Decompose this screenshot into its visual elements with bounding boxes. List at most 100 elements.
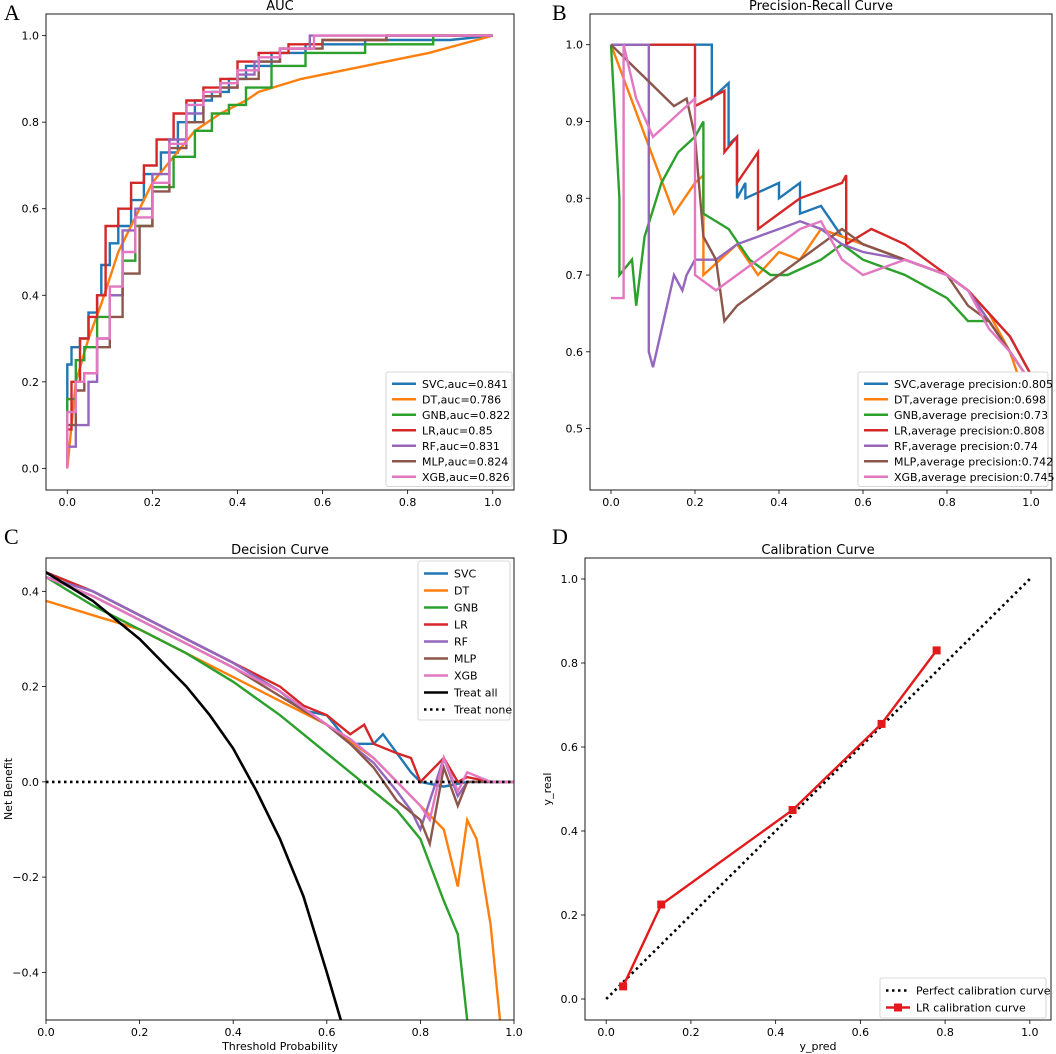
- panel-decision-curve: Decision Curve 0.0 0.2 0.4 0.6 0.8 1.0 −0.4 −0.2…: [2, 543, 523, 1053]
- legend-entry-mlp: MLP: [454, 653, 477, 666]
- y-tick-label: 0.6: [561, 741, 579, 754]
- x-tick-label: 0.6: [852, 1026, 870, 1039]
- legend-entry-lr: LR,average precision:0.808: [894, 424, 1045, 437]
- legend-entry-dt: DT,average precision:0.698: [894, 393, 1046, 406]
- x-tick-label: 0.2: [131, 1026, 149, 1039]
- x-tick-label: 1.0: [1022, 496, 1040, 509]
- x-tick-label: 0.2: [144, 496, 162, 509]
- y-axis-label: y_real: [541, 773, 554, 806]
- x-tick-label: 1.0: [484, 496, 502, 509]
- legend-entry-gnb: GNB,auc=0.822: [422, 409, 510, 422]
- panel-letter-c: C: [4, 524, 19, 549]
- legend-entry-rf: RF: [454, 636, 468, 649]
- series-line-xgb: [611, 44, 1032, 384]
- y-tick-label: 0.5: [566, 423, 584, 436]
- chart-title: Decision Curve: [231, 543, 329, 558]
- calibration-marker: [877, 719, 886, 728]
- series-line-xgb: [66, 34, 493, 469]
- y-tick-label: 0.0: [561, 993, 579, 1006]
- x-tick-label: 0.6: [318, 1026, 336, 1039]
- series-line-mlp: [610, 43, 1032, 384]
- x-tick-label: 1.0: [505, 1026, 523, 1039]
- panel-letter-d: D: [552, 524, 568, 549]
- legend-entry-rf: RF,auc=0.831: [422, 440, 500, 453]
- calibration-marker: [619, 982, 628, 991]
- x-axis-label: Threshold Probability: [221, 1040, 338, 1053]
- x-tick-label: 0.6: [854, 496, 872, 509]
- x-tick-label: 0.8: [412, 1026, 430, 1039]
- legend-entry-rf: RF,average precision:0.74: [894, 440, 1038, 453]
- y-tick-label: 0.6: [22, 203, 40, 216]
- legend-box: [857, 371, 1049, 487]
- x-tick-label: 0.0: [59, 496, 77, 509]
- chart-title: AUC: [266, 0, 294, 14]
- series-line-gnb: [66, 34, 493, 469]
- x-tick-label: 0.4: [767, 1026, 785, 1039]
- y-tick-label: 1.0: [22, 30, 40, 43]
- series-line-lr_cal: [622, 649, 938, 987]
- legend-entry-perfect: Perfect calibration curve: [916, 985, 1051, 998]
- panel-calibration-curve: Calibration Curve 0.0 0.2 0.4 0.6 0.8 1.0 0.0 0.…: [541, 543, 1052, 1053]
- legend-entry-dt: DT,auc=0.786: [422, 393, 501, 406]
- x-tick-label: 0.4: [770, 496, 788, 509]
- x-tick-label: 0.4: [229, 496, 247, 509]
- plot-frame: [584, 557, 1052, 1021]
- y-tick-label: 1.0: [561, 573, 579, 586]
- y-tick-label: 0.2: [561, 909, 579, 922]
- series-line-rf: [46, 575, 514, 833]
- legend: SVC,auc=0.841 DT,auc=0.786 GNB,auc=0.822 LR…: [385, 371, 513, 487]
- panel-precision-recall: Precision-Recall Curve 0.0 0.2 0.4 0.6 0.8 1.0…: [566, 0, 1055, 509]
- y-tick-label: 0.6: [566, 346, 584, 359]
- series-line-xgb: [46, 575, 514, 824]
- chart-title: Calibration Curve: [761, 543, 874, 558]
- panel-letter-b: B: [552, 0, 567, 25]
- y-axis-label: Net Benefit: [2, 757, 15, 820]
- legend-box: [417, 560, 511, 721]
- legend-entry-xgb: XGB,auc=0.826: [422, 471, 510, 484]
- y-tick-label: 1.0: [566, 39, 584, 52]
- y-tick-label: 0.2: [22, 681, 40, 694]
- series-line-lr: [611, 43, 1033, 376]
- y-tick-label: −0.2: [12, 871, 39, 884]
- legend-entry-lr: LR,auc=0.85: [422, 424, 493, 437]
- x-tick-label: 0.4: [224, 1026, 242, 1039]
- y-tick-label: −0.4: [12, 966, 39, 979]
- legend-entry-dt: DT: [454, 585, 469, 598]
- y-tick-label: 0.4: [561, 825, 579, 838]
- x-tick-label: 0.0: [37, 1026, 55, 1039]
- x-tick-label: 1.0: [1021, 1026, 1039, 1039]
- x-tick-label: 0.6: [314, 496, 332, 509]
- plot-frame: [45, 557, 515, 1021]
- legend-entry-mlp: MLP,average precision:0.742: [894, 455, 1053, 468]
- calibration-marker: [932, 646, 941, 655]
- legend-entry-mlp: MLP,auc=0.824: [422, 455, 508, 468]
- x-tick-label: 0.2: [686, 496, 704, 509]
- legend-entry-gnb: GNB: [454, 602, 478, 615]
- series-line-treat_all: [46, 571, 343, 1020]
- y-tick-label: 0.8: [22, 116, 40, 129]
- x-tick-label: 0.0: [602, 496, 620, 509]
- series-line-lr: [66, 34, 493, 469]
- legend-box: [385, 371, 513, 487]
- legend-entry-svc: SVC: [454, 568, 477, 581]
- x-tick-label: 0.2: [682, 1026, 700, 1039]
- legend-entry-xgb: XGB,average precision:0.745: [894, 471, 1054, 484]
- legend: Perfect calibration curve LR calibration …: [879, 977, 1051, 1019]
- calibration-marker: [788, 806, 797, 814]
- series-group: [46, 571, 514, 1020]
- legend-entry-lr: LR: [454, 619, 468, 632]
- x-axis-label: y_pred: [799, 1040, 836, 1053]
- legend: SVC,average precision:0.805 DT,average pr…: [857, 371, 1054, 487]
- x-tick-label: 0.0: [597, 1026, 615, 1039]
- series-group: [609, 43, 1033, 414]
- series-line-perfect: [605, 578, 1031, 1000]
- legend: SVC DT GNB LR RF MLP XGB Treat all Treat none: [417, 560, 512, 721]
- legend-box: [879, 977, 1047, 1019]
- y-tick-label: 0.8: [561, 657, 579, 670]
- series-group: [605, 578, 1031, 1000]
- x-tick-label: 0.8: [936, 1026, 954, 1039]
- x-tick-label: 0.8: [938, 496, 956, 509]
- legend-entry-treat_all: Treat all: [453, 687, 498, 700]
- y-tick-label: 0.2: [22, 376, 40, 389]
